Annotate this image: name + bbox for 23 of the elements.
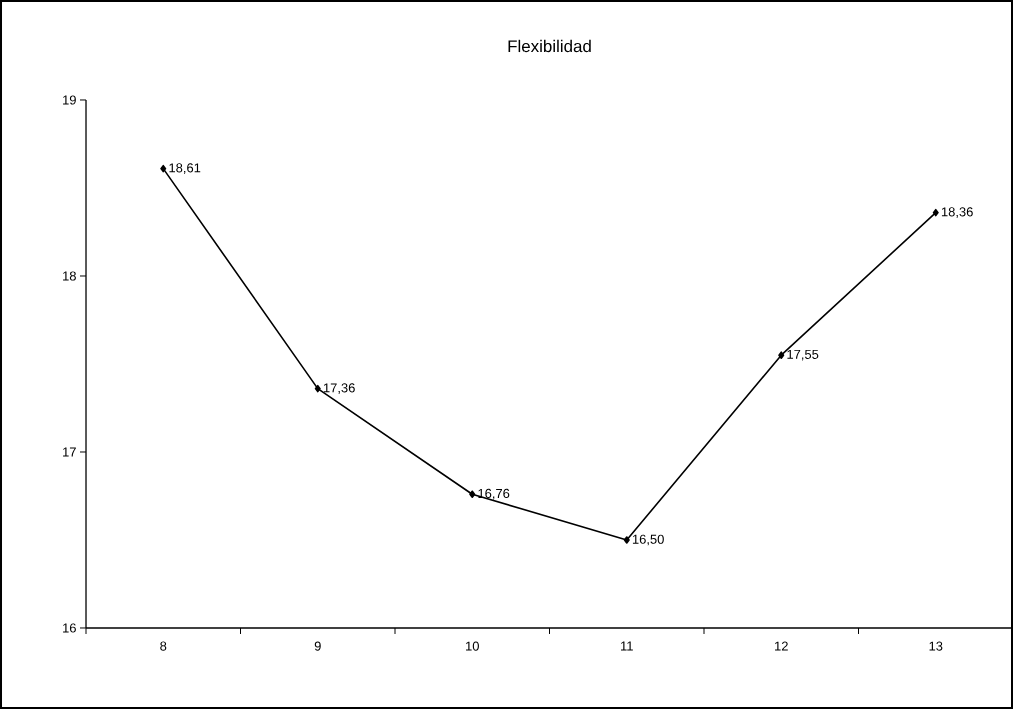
x-tick-label: 10: [466, 641, 479, 651]
data-label: 16,50: [632, 534, 664, 546]
point: [314, 384, 321, 393]
point: [623, 536, 630, 544]
data-label: 17,55: [787, 349, 819, 361]
data-label: 17,36: [323, 383, 355, 394]
data-label: 18,61: [169, 163, 201, 174]
y-tick-label: 17: [63, 447, 76, 457]
x-tick-label: 13: [929, 641, 943, 651]
x-tick-label: 12: [775, 641, 788, 651]
x-tick-label: 11: [621, 641, 633, 651]
x-tick-label: 8: [160, 641, 167, 651]
data-label: 18,36: [941, 207, 973, 218]
point: [932, 208, 939, 217]
point: [778, 351, 785, 359]
data-label: 16,76: [478, 488, 510, 500]
x-tick-label: 9: [314, 641, 321, 651]
point: [160, 164, 167, 173]
point: [469, 490, 476, 499]
y-tick-label: 19: [63, 95, 76, 105]
y-tick-label: 16: [63, 623, 76, 633]
y-tick-label: 18: [63, 271, 76, 281]
chart-title: Flexibilidad: [508, 39, 591, 53]
